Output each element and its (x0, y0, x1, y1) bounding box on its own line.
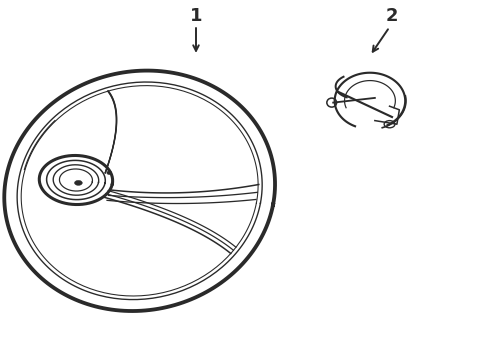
Ellipse shape (74, 180, 82, 185)
Ellipse shape (107, 171, 112, 175)
Text: 1: 1 (190, 7, 202, 25)
Text: 2: 2 (386, 7, 398, 25)
